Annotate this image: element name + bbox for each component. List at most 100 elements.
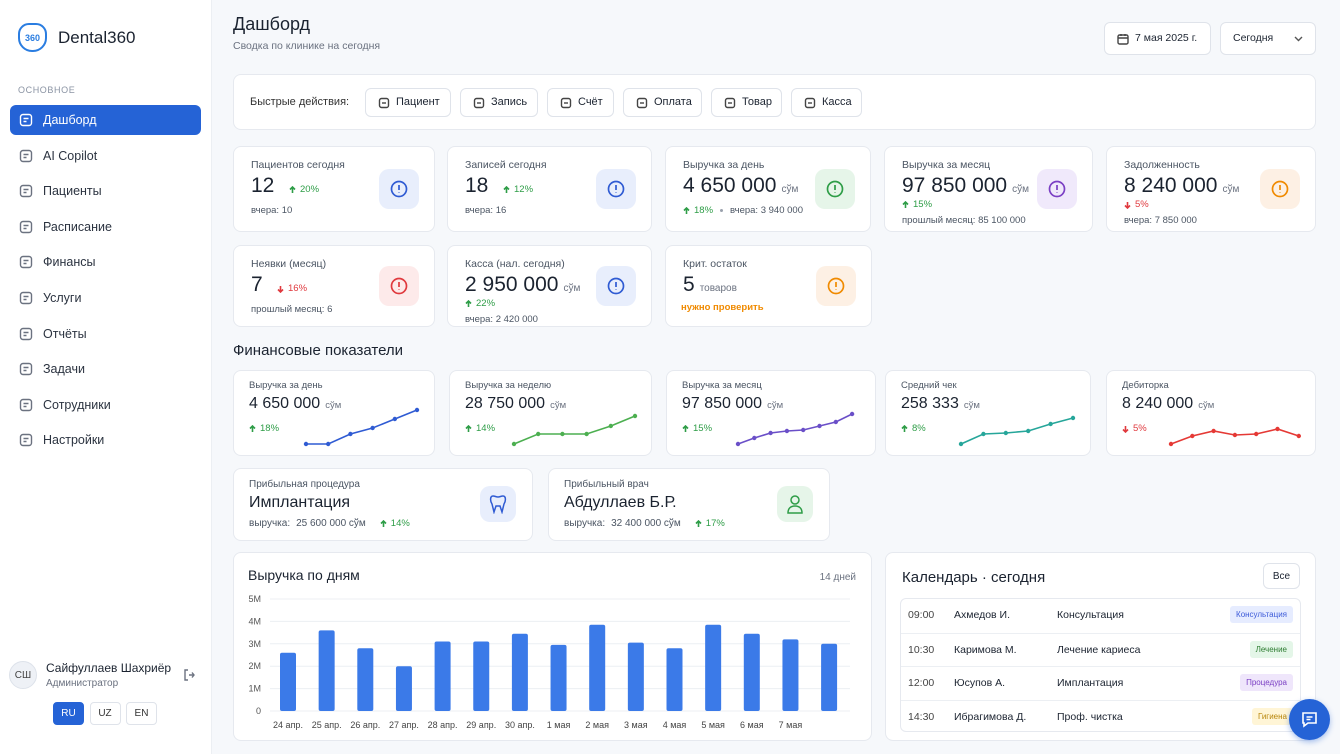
sparkline-chart bbox=[511, 413, 638, 447]
sparkline-point bbox=[1048, 421, 1053, 427]
change: 20% bbox=[289, 184, 319, 195]
quick-action-button[interactable]: Счёт bbox=[547, 88, 614, 117]
quick-action-button[interactable]: Запись bbox=[460, 88, 538, 117]
appointment-row[interactable]: 10:30 Каримова М. Лечение кариеса Лечение bbox=[901, 632, 1300, 667]
revenue-label: выручка: bbox=[249, 518, 291, 529]
x-tick-label: 1 мая bbox=[547, 720, 571, 730]
bar bbox=[782, 639, 799, 711]
change-value: 22% bbox=[476, 298, 496, 309]
icon bbox=[902, 200, 909, 208]
nav-label: Расписание bbox=[43, 219, 112, 234]
separator-dot bbox=[720, 209, 724, 212]
sparkline-point bbox=[1168, 441, 1174, 447]
icon-shape bbox=[503, 185, 510, 193]
nav-item[interactable]: Дашборд bbox=[10, 105, 201, 135]
nav-item[interactable]: Настройки bbox=[10, 425, 201, 455]
icon-shape bbox=[390, 180, 408, 198]
finance-value-row: 258 333 сўм bbox=[901, 395, 980, 413]
top-label: Прибыльный врач bbox=[564, 479, 649, 490]
x-tick-label: 5 мая bbox=[701, 720, 725, 730]
finance-value-row: 8 240 000 сўм bbox=[1122, 395, 1214, 413]
kpi-card: Записей сегодня 18 12% вчера: 16 bbox=[447, 146, 652, 232]
icon-shape bbox=[19, 434, 33, 447]
kpi-label: Касса (нал. сегодня) bbox=[465, 258, 565, 270]
icon-shape bbox=[23, 260, 29, 265]
bar bbox=[821, 643, 838, 711]
icon-shape bbox=[465, 299, 472, 307]
icon bbox=[827, 277, 845, 295]
nav-item[interactable]: Задачи bbox=[10, 354, 201, 384]
kpi-value-row: 4 650 000 сўм bbox=[683, 174, 798, 198]
sparkline-point bbox=[1275, 426, 1280, 432]
icon bbox=[1294, 36, 1303, 42]
kpi-label: Неявки (месяц) bbox=[251, 258, 327, 270]
icon-shape bbox=[23, 331, 29, 336]
appointment-row[interactable]: 09:00 Ахмедов И. Консультация Консультация bbox=[901, 599, 1300, 633]
sparkline-point bbox=[752, 435, 757, 441]
language-button[interactable]: EN bbox=[126, 702, 157, 725]
sparkline-point bbox=[1254, 431, 1259, 437]
change: 17% bbox=[695, 518, 725, 529]
finance-label: Средний чек bbox=[901, 380, 957, 391]
quick-action-button[interactable]: Касса bbox=[791, 88, 862, 117]
change-value: 8% bbox=[912, 423, 926, 434]
quick-action-button[interactable]: Оплата bbox=[623, 88, 702, 117]
icon-shape bbox=[19, 149, 33, 162]
finance-value: 4 650 000 bbox=[249, 395, 321, 412]
change: 14% bbox=[380, 518, 410, 529]
nav-item[interactable]: Финансы bbox=[10, 247, 201, 277]
kpi-unit: сўм bbox=[781, 184, 799, 195]
sparkline-point bbox=[1296, 433, 1301, 439]
icon bbox=[19, 291, 33, 305]
period-select[interactable]: Сегодня bbox=[1220, 22, 1316, 55]
icon bbox=[695, 519, 702, 527]
sparkline-point bbox=[1026, 428, 1031, 434]
icon-shape bbox=[787, 505, 803, 514]
icon-shape bbox=[184, 669, 195, 681]
icon-shape bbox=[1294, 36, 1303, 42]
quick-action-button[interactable]: Пациент bbox=[365, 88, 451, 117]
icon-shape bbox=[23, 295, 29, 301]
appointment-service: Проф. чистка bbox=[1057, 710, 1123, 723]
change: 12% bbox=[503, 184, 533, 195]
icon bbox=[683, 206, 690, 214]
bar bbox=[666, 648, 683, 711]
icon-shape bbox=[1271, 180, 1289, 198]
appointment-patient: Ахмедов И. bbox=[954, 609, 1011, 621]
icon bbox=[560, 97, 572, 109]
sparkline-point bbox=[981, 431, 986, 437]
icon bbox=[277, 285, 284, 293]
nav-item[interactable]: Отчёты bbox=[10, 319, 201, 349]
bar bbox=[395, 666, 412, 711]
top-icon bbox=[777, 486, 813, 522]
kpi-value: 2 950 000 bbox=[465, 273, 559, 296]
top-value: Абдуллаев Б.Р. bbox=[564, 494, 677, 511]
icon-shape bbox=[804, 97, 816, 109]
date-picker[interactable]: 7 мая 2025 г. bbox=[1104, 22, 1211, 55]
quick-action-button[interactable]: Товар bbox=[711, 88, 782, 117]
kpi-value-row: 8 240 000 сўм bbox=[1124, 174, 1239, 198]
appointment-service: Лечение кариеса bbox=[1057, 643, 1141, 656]
kpi-icon bbox=[596, 169, 636, 209]
nav-item[interactable]: Расписание bbox=[10, 212, 201, 242]
appointment-row[interactable]: 12:00 Юсупов А. Имплантация Процедура bbox=[901, 666, 1300, 700]
calendar-all-button[interactable]: Все bbox=[1263, 563, 1300, 589]
language-button[interactable]: RU bbox=[53, 702, 84, 725]
icon-shape bbox=[378, 97, 390, 109]
top-revenue-row: выручка: 25 600 000 сўм 14% bbox=[249, 518, 410, 529]
icon bbox=[804, 97, 816, 109]
language-button[interactable]: UZ bbox=[89, 702, 121, 725]
appointment-row[interactable]: 14:30 Ибрагимова Д. Проф. чистка Гигиена bbox=[901, 699, 1300, 732]
top-value: Имплантация bbox=[249, 494, 351, 511]
brand-name: Dental360 bbox=[58, 28, 136, 47]
top-icon bbox=[480, 486, 516, 522]
kpi-unit: сўм bbox=[1012, 184, 1029, 195]
kpi-unit: сўм bbox=[1222, 184, 1240, 195]
sparkline-point bbox=[817, 423, 822, 429]
nav-label: Сотрудники bbox=[43, 397, 111, 412]
nav-item[interactable]: Услуги bbox=[10, 283, 201, 313]
nav-item[interactable]: Сотрудники bbox=[10, 390, 201, 420]
nav-item[interactable]: AI Copilot bbox=[10, 141, 201, 171]
nav-item[interactable]: Пациенты bbox=[10, 176, 201, 206]
chat-button[interactable] bbox=[1289, 699, 1330, 740]
